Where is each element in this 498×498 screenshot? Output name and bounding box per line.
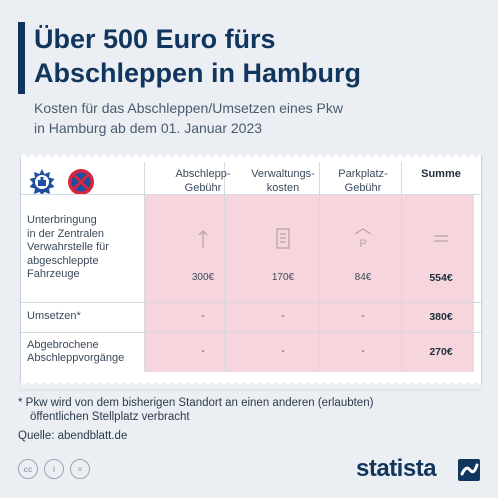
hamburg-police-seal-icon xyxy=(29,169,55,195)
page-title: Über 500 Euro fürs Abschleppen in Hambur… xyxy=(34,22,474,90)
column-divider xyxy=(401,162,402,372)
column-header-line: Summe xyxy=(421,168,461,180)
row-label-line: Fahrzeuge xyxy=(27,268,80,281)
row-label-line: Unterbringung xyxy=(27,214,97,227)
cc-icon[interactable]: cc xyxy=(18,459,38,479)
ticket-edge-top xyxy=(20,151,482,158)
row-label-line: Abgebrochene xyxy=(27,338,99,351)
table-cell: - xyxy=(201,346,205,357)
column-header-line: kosten xyxy=(266,182,300,194)
table-cell: 300€ xyxy=(191,272,215,283)
column-header-line: Verwaltungs- xyxy=(251,168,315,180)
license-icons: cc i = xyxy=(18,459,90,481)
accent-bar xyxy=(18,22,25,94)
row-label: Umsetzen* xyxy=(27,310,147,324)
row-label-line: Umsetzen* xyxy=(27,310,81,323)
svg-text:P: P xyxy=(359,238,366,250)
row-label-line: Abschleppvorgänge xyxy=(27,352,125,364)
source: Quelle: abendblatt.de xyxy=(18,430,128,442)
title-line-2: Abschleppen in Hamburg xyxy=(34,58,362,88)
table-cell: 170€ xyxy=(271,272,295,283)
table-cell: 270€ xyxy=(429,346,453,358)
row-divider xyxy=(21,194,483,195)
table-cell: - xyxy=(281,311,285,322)
table-cell: - xyxy=(361,311,365,322)
table-cell: - xyxy=(361,346,365,357)
column-divider xyxy=(224,162,225,372)
row-label-line: abgeschleppte xyxy=(27,254,99,267)
title-line-1: Über 500 Euro fürs xyxy=(34,24,276,54)
footnote: * Pkw wird von dem bisherigen Standort a… xyxy=(18,396,488,424)
footnote-line-1: * Pkw wird von dem bisherigen Standort a… xyxy=(18,397,374,409)
column-header: Parkplatz- Gebühr xyxy=(323,167,403,195)
document-icon xyxy=(276,228,290,249)
row-divider xyxy=(21,332,483,333)
row-label-line: in der Zentralen xyxy=(27,227,105,240)
table-cell: 380€ xyxy=(429,311,453,323)
ticket-table: Abschlepp- Gebühr Verwaltungs-kosten Parkpl… xyxy=(20,151,483,389)
row-label: Unterbringung in der Zentralen Verwahrstel… xyxy=(27,214,147,282)
table-cell: 554€ xyxy=(429,272,453,284)
row-label-line: Verwahrstelle für xyxy=(27,241,109,254)
arrow-up-icon xyxy=(198,230,208,248)
statista-mark-icon xyxy=(458,459,480,481)
column-header: Verwaltungs-kosten xyxy=(243,167,323,195)
subtitle-line-1: Kosten für das Abschleppen/Umsetzen eine… xyxy=(34,100,343,116)
ticket-edge-bottom xyxy=(20,382,482,389)
subtitle-line-2: in Hamburg ab dem 01. Januar 2023 xyxy=(34,120,263,136)
brand-logo[interactable]: statista xyxy=(356,455,437,482)
equals-icon xyxy=(434,235,448,242)
column-header: Abschlepp- Gebühr xyxy=(163,167,243,195)
column-header: Summe xyxy=(401,167,481,181)
row-label: Abgebrochene Abschleppvorgänge xyxy=(27,339,147,366)
nd-icon[interactable]: = xyxy=(70,459,90,479)
footnote-line-2: öffentlichen Stellplatz verbracht xyxy=(30,411,190,423)
column-divider xyxy=(319,162,320,372)
column-header-line: Gebühr xyxy=(184,182,222,194)
no-parking-sign-icon xyxy=(68,169,94,195)
column-divider xyxy=(144,162,145,372)
subtitle: Kosten für das Abschleppen/Umsetzen eine… xyxy=(34,98,474,138)
column-header-line: Parkplatz- xyxy=(338,168,388,180)
table-cell: 84€ xyxy=(354,272,372,283)
row-divider xyxy=(21,302,483,303)
parking-icon: P xyxy=(354,228,372,250)
table-cell: - xyxy=(201,311,205,322)
column-header-line: Abschlepp- xyxy=(175,168,231,180)
table-cell: - xyxy=(281,346,285,357)
highlight-area xyxy=(144,194,474,372)
column-header-line: Gebühr xyxy=(344,182,382,194)
by-icon[interactable]: i xyxy=(44,459,64,479)
